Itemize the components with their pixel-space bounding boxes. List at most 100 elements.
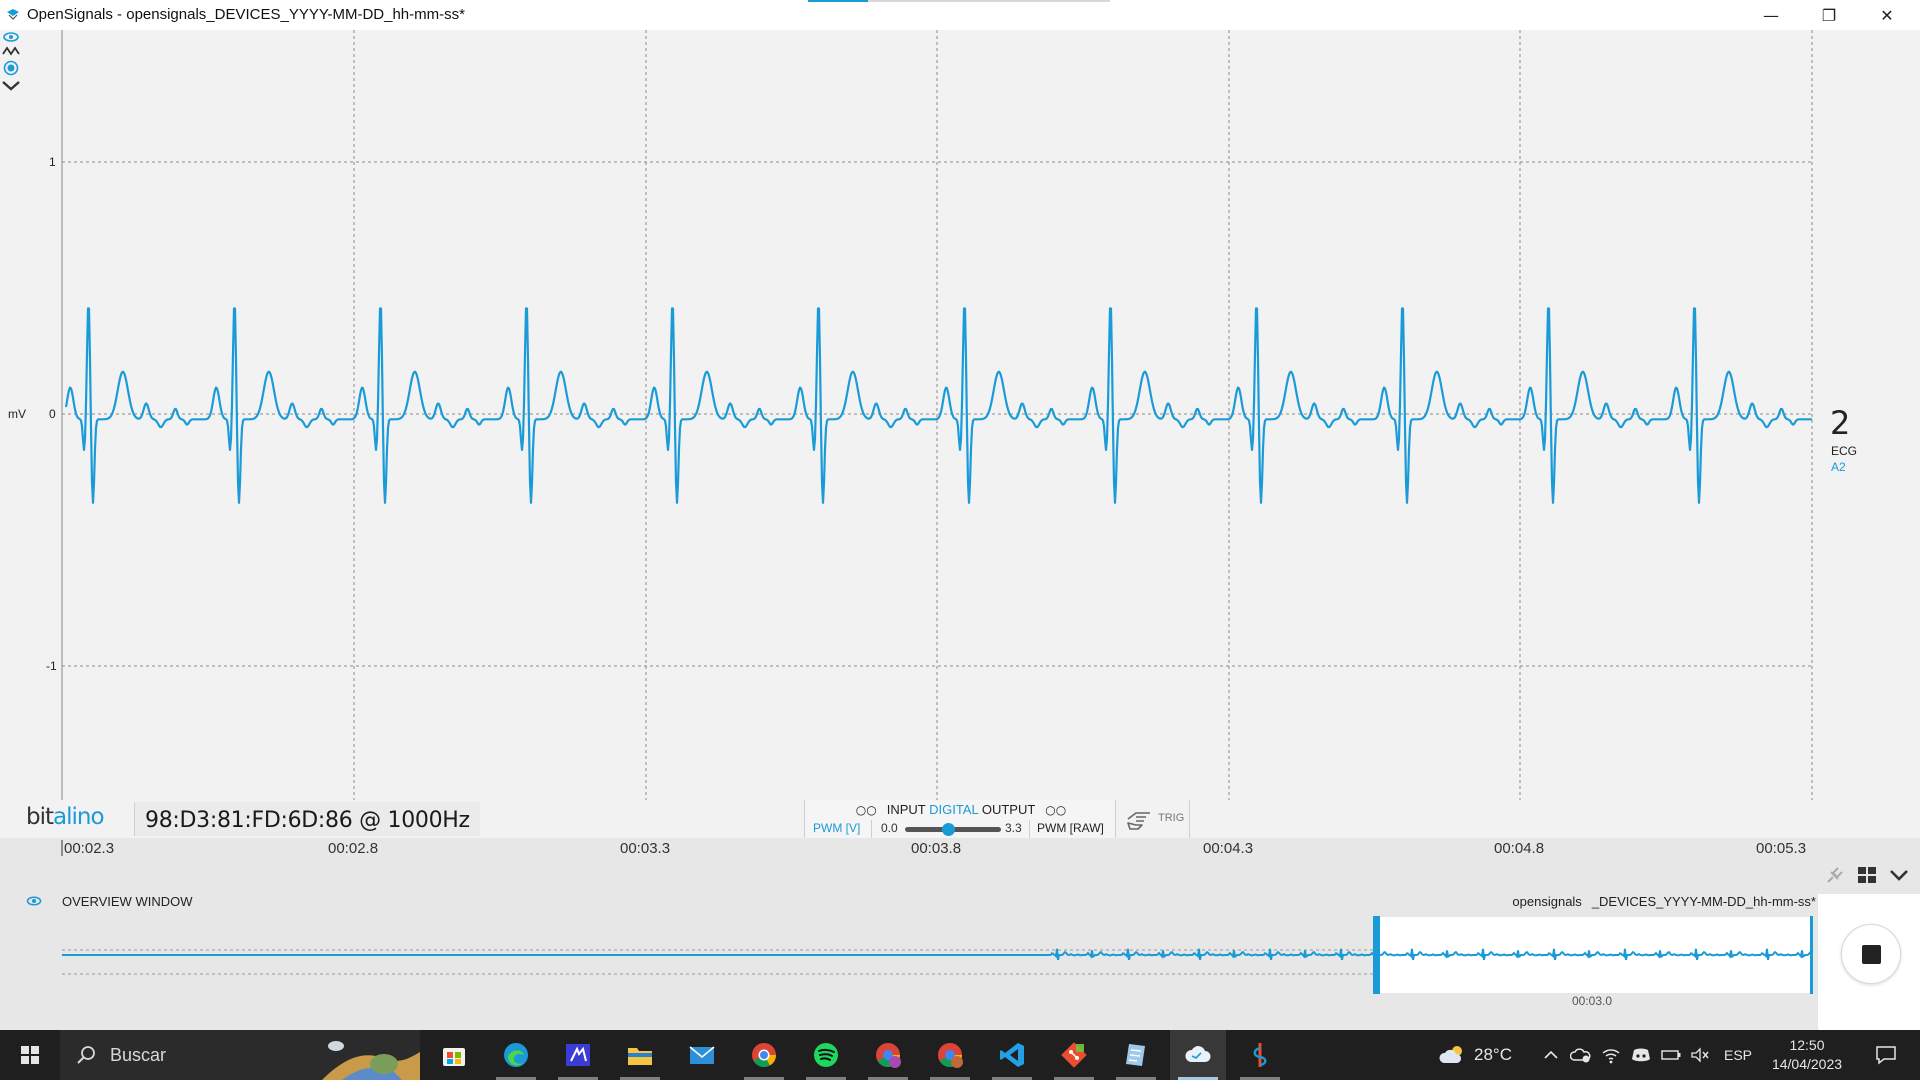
pwm-v-label[interactable]: PWM [V] — [813, 821, 861, 835]
weather-widget[interactable]: 28°C — [1430, 1030, 1520, 1080]
ecg-signal-line — [64, 307, 1813, 504]
wifi-tray[interactable] — [1598, 1030, 1624, 1080]
chevron-down-icon[interactable] — [2, 81, 20, 91]
minimize-icon: — — [1763, 5, 1779, 25]
onedrive-sync-icon — [1570, 1048, 1591, 1063]
overview-file-name: opensignals _DEVICES_YYYY-MM-DD_hh-mm-ss* — [1512, 894, 1816, 909]
git-icon — [1061, 1042, 1087, 1068]
close-icon: ✕ — [1880, 5, 1894, 25]
y-tick-label: 1 — [49, 155, 56, 169]
ecg-plot[interactable] — [0, 30, 1920, 800]
cloud-app-icon — [1185, 1046, 1211, 1062]
mail-app[interactable] — [674, 1030, 730, 1080]
device-id-rate: 98:D3:81:FD:6D:86 @ 1000Hz — [134, 802, 480, 836]
store-app[interactable] — [426, 1030, 482, 1080]
eye-icon[interactable] — [3, 32, 19, 42]
hand-pointer-icon — [1127, 812, 1150, 830]
show-hidden-icons-button[interactable] — [1540, 1030, 1562, 1080]
chrome-profile-m-app[interactable] — [860, 1030, 916, 1080]
expand-button[interactable] — [1884, 860, 1914, 890]
chevron-up-icon — [1544, 1050, 1558, 1059]
chrome-profile-m2-app[interactable] — [922, 1030, 978, 1080]
signal-plot-area[interactable]: 1 0 -1 mV 2 ECG A2 — [0, 30, 1920, 800]
device-bar: bitalino 98:D3:81:FD:6D:86 @ 1000Hz ○○ IN… — [0, 800, 1920, 838]
window-title: OpenSignals - opensignals_DEVICES_YYYY-M… — [27, 6, 465, 23]
view-controls — [1820, 860, 1920, 892]
pwm-controls: PWM [V] 0.0 3.3 PWM [RAW] — [805, 820, 1117, 838]
overview-panel: 00:02.3 00:02.8 00:03.3 00:03.8 00:04.3 … — [0, 838, 1920, 1030]
title-progress-bar — [808, 0, 1110, 2]
windows-taskbar: Buscar — [0, 1030, 1920, 1080]
chrome-app[interactable] — [736, 1030, 792, 1080]
cloudy-weather-icon — [1439, 1046, 1462, 1063]
vs-icon — [566, 1044, 590, 1066]
x-tick-label: 00:04.8 — [1494, 840, 1545, 857]
windows-start-button[interactable] — [10, 1040, 50, 1070]
volume-muted-icon — [1691, 1047, 1709, 1063]
notifications-button[interactable] — [1866, 1030, 1906, 1080]
digital-io-panel: ○○ INPUT DIGITAL OUTPUT ○○ PWM [V] 0.0 3.3… — [804, 800, 1116, 838]
chrome-icon — [752, 1043, 776, 1068]
selection-right-handle[interactable] — [1810, 916, 1813, 994]
input-toggles[interactable]: ○○ — [855, 803, 877, 817]
x-tick-label: 00:02.3 — [64, 840, 115, 857]
stop-icon — [1861, 944, 1881, 964]
pwm-max-value: 3.3 — [1005, 821, 1022, 835]
edge-app[interactable] — [488, 1030, 544, 1080]
taskbar-clock[interactable]: 12:50 14/04/2023 — [1764, 1036, 1850, 1074]
eye-icon[interactable] — [26, 895, 42, 907]
spotify-icon — [814, 1043, 838, 1067]
channel-controls — [2, 32, 20, 91]
plug-button[interactable] — [1820, 860, 1850, 890]
stop-button[interactable] — [1841, 924, 1901, 984]
plug-icon — [1827, 867, 1843, 883]
vs-app[interactable] — [550, 1030, 606, 1080]
opensignals-icon — [1253, 1043, 1267, 1067]
io-header: ○○ INPUT DIGITAL OUTPUT ○○ — [855, 802, 1067, 817]
clock-date: 14/04/2023 — [1771, 1056, 1843, 1072]
pwm-min-value: 0.0 — [881, 821, 898, 835]
taskbar-search[interactable]: Buscar — [60, 1030, 420, 1080]
notes-app[interactable] — [1108, 1030, 1164, 1080]
x-tick-label: 00:03.3 — [620, 840, 671, 857]
pwm-slider[interactable] — [905, 823, 1001, 836]
grid-layout-button[interactable] — [1852, 860, 1882, 890]
spotify-app[interactable] — [798, 1030, 854, 1080]
battery-icon — [1661, 1050, 1681, 1060]
grid-layout-icon — [1858, 867, 1876, 883]
wifi-icon — [1602, 1049, 1620, 1064]
channel-number: 2 — [1830, 404, 1851, 442]
trigger-button[interactable]: TRIG — [1116, 800, 1190, 838]
pwm-slider-knob[interactable] — [942, 823, 956, 836]
x-tick-label: 00:02.8 — [328, 840, 379, 857]
git-app[interactable] — [1046, 1030, 1102, 1080]
file-explorer-app[interactable] — [612, 1030, 668, 1080]
pwm-raw-label[interactable]: PWM [RAW] — [1037, 821, 1104, 835]
output-toggles[interactable]: ○○ — [1045, 803, 1067, 817]
discord-icon — [1632, 1048, 1650, 1062]
discord-tray[interactable] — [1628, 1030, 1654, 1080]
record-dot-icon[interactable] — [3, 60, 19, 76]
volume-tray[interactable] — [1688, 1030, 1712, 1080]
overview-signal-line — [62, 948, 1813, 961]
overview-window-time: 00:03.0 — [1572, 994, 1613, 1008]
opensignals-app[interactable] — [1232, 1030, 1288, 1080]
x-tick-label: 00:04.3 — [1203, 840, 1254, 857]
minimize-button[interactable]: — — [1742, 0, 1800, 30]
close-button[interactable]: ✕ — [1858, 0, 1916, 30]
file-explorer-icon — [628, 1048, 652, 1065]
restore-button[interactable]: ❐ — [1800, 0, 1858, 30]
signal-wave-icon[interactable] — [2, 46, 20, 56]
clock-time: 12:50 — [1789, 1037, 1825, 1053]
restore-icon: ❐ — [1821, 5, 1837, 25]
vscode-app[interactable] — [984, 1030, 1040, 1080]
cloud-app[interactable] — [1170, 1030, 1226, 1080]
onedrive-tray[interactable] — [1568, 1030, 1594, 1080]
language-indicator[interactable]: ESP — [1723, 1047, 1752, 1063]
overview-plot[interactable] — [0, 838, 1920, 1030]
battery-tray[interactable] — [1658, 1030, 1684, 1080]
x-tick-label: 00:05.3 — [1756, 840, 1807, 857]
x-tick-label: 00:03.8 — [911, 840, 962, 857]
vscode-icon — [1000, 1043, 1024, 1067]
